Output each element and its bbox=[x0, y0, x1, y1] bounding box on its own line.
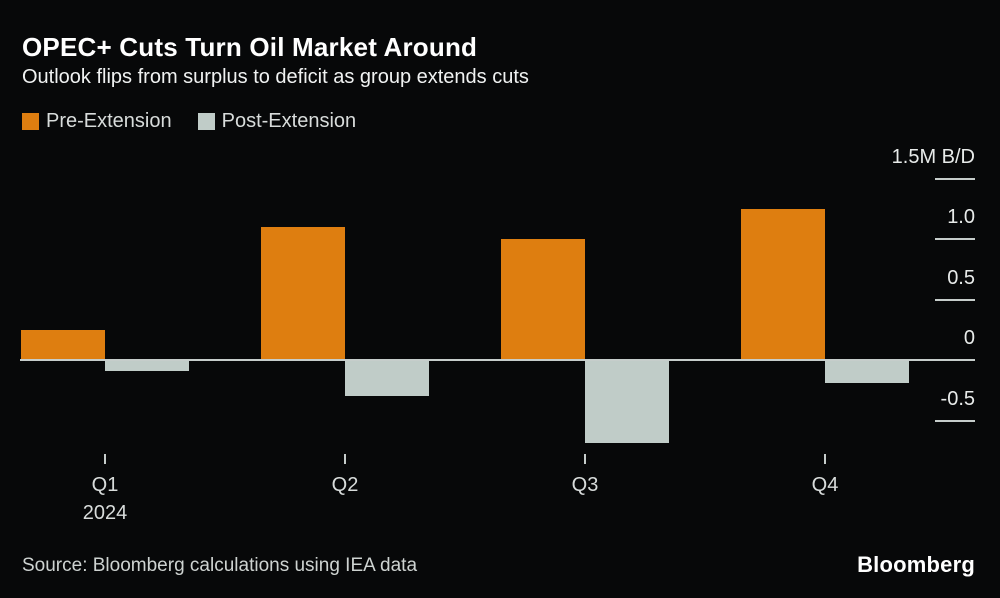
x-axis-year-label: 2024 bbox=[82, 502, 128, 524]
legend: Pre-Extension Post-Extension bbox=[22, 110, 356, 133]
bar-pre-extension-q2 bbox=[261, 226, 345, 360]
bar-pre-extension-q1 bbox=[21, 329, 105, 360]
chart-subtitle: Outlook flips from surplus to deficit as… bbox=[22, 66, 529, 88]
x-axis-label-q4: Q4 bbox=[811, 474, 839, 496]
y-axis-label-1.5M B/D: 1.5M B/D bbox=[891, 145, 975, 168]
x-axis-label-q1: Q1 bbox=[91, 474, 119, 496]
y-axis-tick-1.0 bbox=[935, 238, 975, 240]
bloomberg-logo: Bloomberg bbox=[857, 552, 975, 577]
bar-post-extension-q4 bbox=[825, 360, 909, 383]
zero-axis-line bbox=[20, 359, 975, 361]
source-text: Source: Bloomberg calculations using IEA… bbox=[22, 555, 418, 576]
y-axis-tick-1.5M B/D bbox=[935, 177, 975, 180]
y-axis-label-0.5: 0.5 bbox=[947, 266, 975, 289]
legend-item-post-extension: Post-Extension bbox=[197, 110, 357, 133]
bar-pre-extension-q3 bbox=[501, 239, 585, 360]
y-axis-label-0: 0 bbox=[963, 327, 975, 349]
y-axis-label-1.0: 1.0 bbox=[947, 206, 975, 228]
y-axis-tick--0.5 bbox=[935, 419, 975, 422]
bar-post-extension-q2 bbox=[345, 360, 429, 397]
x-axis-label-q2: Q2 bbox=[331, 474, 359, 496]
legend-label-pre-extension: Pre-Extension bbox=[46, 110, 172, 132]
y-axis-tick-0.5 bbox=[935, 298, 975, 301]
x-axis-tick-q2 bbox=[344, 454, 346, 464]
y-axis-label--0.5: -0.5 bbox=[940, 387, 975, 410]
legend-swatch-post-extension-icon bbox=[197, 113, 215, 130]
x-axis-tick-q3 bbox=[584, 454, 586, 464]
bar-post-extension-q1 bbox=[105, 360, 189, 371]
chart-title: OPEC+ Cuts Turn Oil Market Around bbox=[22, 32, 478, 62]
bar-post-extension-q3 bbox=[585, 360, 669, 444]
x-axis-tick-q4 bbox=[824, 454, 826, 464]
bar-pre-extension-q4 bbox=[741, 208, 825, 360]
x-axis-label-q3: Q3 bbox=[571, 474, 599, 496]
legend-item-pre-extension: Pre-Extension bbox=[22, 110, 172, 133]
legend-swatch-pre-extension-icon bbox=[22, 113, 39, 130]
legend-label-post-extension: Post-Extension bbox=[221, 110, 357, 132]
x-axis-tick-q1 bbox=[104, 454, 106, 464]
